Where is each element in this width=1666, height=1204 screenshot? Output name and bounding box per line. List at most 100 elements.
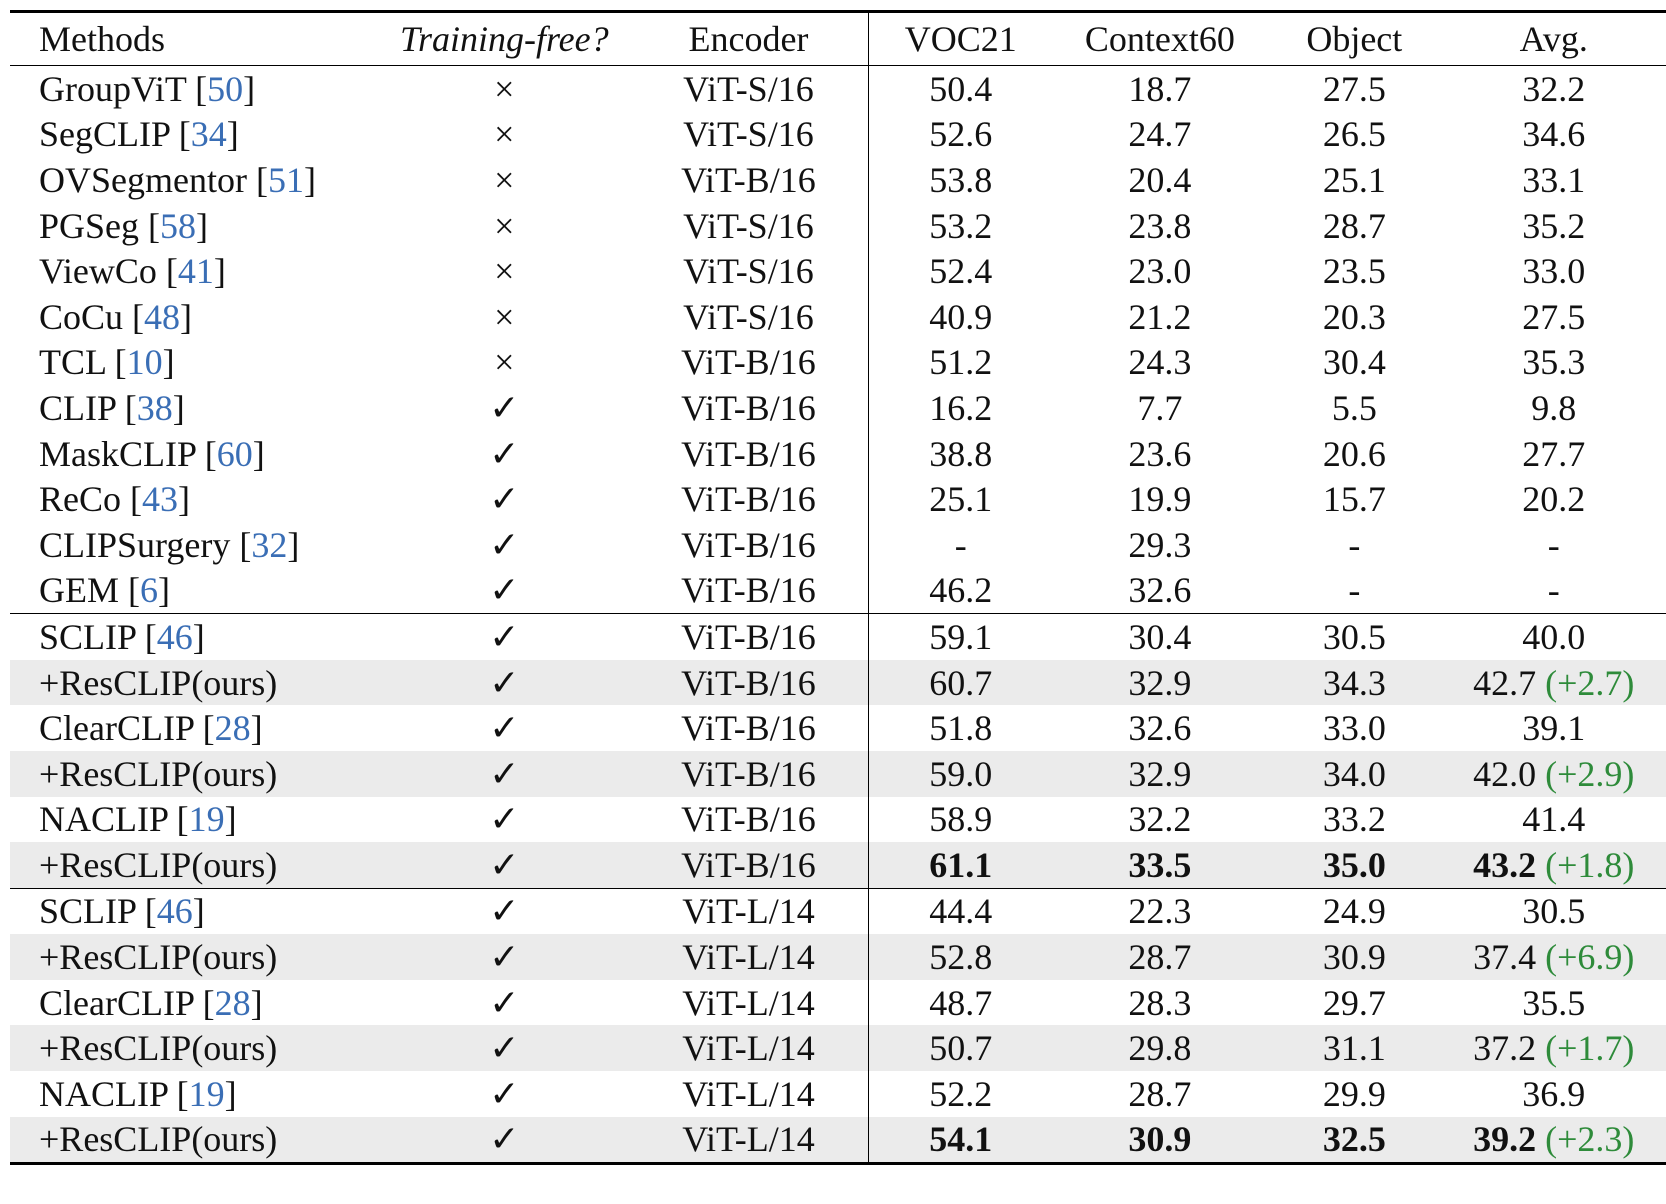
avg-cell: - <box>1441 522 1666 568</box>
citation-link[interactable]: 38 <box>136 387 173 428</box>
cross-icon: × <box>494 296 515 337</box>
object-cell: - <box>1348 570 1361 611</box>
table-row: ClearCLIP [28] ✓ ViT-B/16 51.8 32.6 33.0 39.1 <box>10 705 1666 751</box>
method-name: PGSeg <box>39 205 140 246</box>
citation-link[interactable]: 58 <box>160 205 197 246</box>
object-cell: 32.5 <box>1267 1116 1442 1166</box>
avg-value: 39.2 <box>1473 1119 1537 1160</box>
method-name: +ResCLIP(ours) <box>39 1028 278 1069</box>
header-training-free: Training-free? <box>379 10 630 66</box>
citation-link[interactable]: 43 <box>142 479 179 520</box>
avg-cell: 41.4 <box>1441 797 1666 843</box>
avg-value: 9.8 <box>1531 387 1577 428</box>
object-cell: 29.9 <box>1322 1073 1386 1114</box>
cross-icon: × <box>494 114 515 155</box>
citation-link[interactable]: 50 <box>207 68 244 109</box>
encoder-cell: ViT-L/14 <box>629 1025 869 1072</box>
object-cell: 30.9 <box>1267 934 1442 980</box>
header-methods: Methods <box>10 10 380 66</box>
voc21-cell: 46.2 <box>929 570 993 611</box>
checkmark-icon: ✓ <box>489 799 520 840</box>
checkmark-icon: ✓ <box>489 433 520 474</box>
citation-link[interactable]: 34 <box>190 114 227 155</box>
avg-value: 35.3 <box>1522 342 1586 383</box>
citation-link[interactable]: 10 <box>126 342 163 383</box>
method-name: ViewCo <box>39 251 157 292</box>
citation-link[interactable]: 19 <box>188 799 225 840</box>
citation-link[interactable]: 51 <box>267 159 304 200</box>
avg-value: 42.0 <box>1473 753 1537 794</box>
voc21-cell: 48.7 <box>929 982 993 1023</box>
voc21-cell: 58.9 <box>929 799 993 840</box>
encoder-cell: ViT-L/14 <box>629 1116 869 1166</box>
checkmark-icon: ✓ <box>379 613 630 660</box>
encoder-cell: ViT-S/16 <box>629 111 869 158</box>
method-cell: GroupViT [50] <box>39 68 256 109</box>
avg-value: 35.2 <box>1522 205 1586 246</box>
checkmark-icon: ✓ <box>379 750 630 797</box>
cross-icon: × <box>494 205 515 246</box>
gain-value: (+1.8) <box>1545 844 1635 885</box>
voc21-cell: 54.1 <box>868 1116 1053 1166</box>
citation-link[interactable]: 46 <box>156 891 193 932</box>
table-row: SCLIP [46] ✓ ViT-L/14 44.4 22.3 24.9 30.5 <box>10 887 1666 935</box>
citation-link[interactable]: 28 <box>214 708 251 749</box>
citation-link[interactable]: 28 <box>214 982 251 1023</box>
checkmark-icon: ✓ <box>379 842 630 889</box>
table-row: GEM [6] ✓ ViT-B/16 46.2 32.6 - - <box>10 567 1666 614</box>
method-cell: CoCu [48] <box>39 296 193 337</box>
citation-link[interactable]: 32 <box>251 524 288 565</box>
table-row: OVSegmentor [51] × ViT-B/16 53.8 20.4 25.1 33.… <box>10 157 1666 203</box>
citation-link[interactable]: 41 <box>177 251 214 292</box>
citation-link[interactable]: 19 <box>188 1073 225 1114</box>
checkmark-icon: ✓ <box>379 1025 630 1072</box>
avg-value: 35.5 <box>1522 982 1586 1023</box>
object-cell: 34.3 <box>1267 659 1442 706</box>
context60-cell: 23.0 <box>1128 251 1192 292</box>
voc21-cell: 52.2 <box>929 1073 993 1114</box>
gain-value: (+1.7) <box>1545 1028 1635 1069</box>
table-row: NACLIP [19] ✓ ViT-B/16 58.9 32.2 33.2 41.4 <box>10 796 1666 843</box>
method-name: SCLIP <box>39 891 136 932</box>
avg-cell: 36.9 <box>1441 1071 1666 1117</box>
cross-icon: × <box>494 342 515 383</box>
citation-link[interactable]: 6 <box>140 570 158 611</box>
avg-value: 20.2 <box>1522 479 1586 520</box>
table-row: +ResCLIP(ours) ✓ ViT-B/16 59.0 32.9 34.0 42.0 … <box>10 750 1666 797</box>
header-object: Object <box>1267 10 1442 66</box>
citation-link[interactable]: 46 <box>156 616 193 657</box>
method-cell: +ResCLIP(ours) <box>10 934 380 980</box>
method-name: CoCu <box>39 296 124 337</box>
checkmark-icon: ✓ <box>489 570 520 611</box>
avg-cell: 27.5 <box>1441 294 1666 340</box>
context60-cell: 28.7 <box>1052 934 1268 980</box>
encoder-cell: ViT-S/16 <box>629 65 869 112</box>
gain-value: (+6.9) <box>1545 937 1635 978</box>
avg-cell: 35.2 <box>1441 203 1666 249</box>
method-cell: NACLIP [19] <box>39 1073 237 1114</box>
voc21-cell: 53.2 <box>929 205 993 246</box>
checkmark-icon: ✓ <box>489 387 520 428</box>
context60-cell: 24.7 <box>1128 114 1192 155</box>
object-cell: 35.0 <box>1267 842 1442 889</box>
table-header-row: Methods Training-free? Encoder VOC21 Con… <box>10 10 1666 66</box>
table-row: SegCLIP [34] × ViT-S/16 52.6 24.7 26.5 34.6 <box>10 111 1666 158</box>
context60-cell: 30.9 <box>1052 1116 1268 1166</box>
cross-icon: × <box>494 68 515 109</box>
citation-link[interactable]: 60 <box>216 433 253 474</box>
avg-cell: 35.3 <box>1441 340 1666 386</box>
method-cell: +ResCLIP(ours) <box>10 1116 380 1166</box>
citation-link[interactable]: 48 <box>144 296 181 337</box>
object-cell: 20.6 <box>1322 433 1386 474</box>
object-cell: 27.5 <box>1322 68 1386 109</box>
encoder-cell: ViT-B/16 <box>629 842 869 889</box>
encoder-cell: ViT-S/16 <box>629 293 869 340</box>
context60-cell: 32.6 <box>1128 570 1192 611</box>
method-name: NACLIP <box>39 799 168 840</box>
method-name: SCLIP <box>39 616 136 657</box>
table-row: NACLIP [19] ✓ ViT-L/14 52.2 28.7 29.9 36.9 <box>10 1071 1666 1117</box>
context60-cell: 28.7 <box>1128 1073 1192 1114</box>
object-cell: 33.0 <box>1322 708 1386 749</box>
method-cell: PGSeg [58] <box>39 205 209 246</box>
